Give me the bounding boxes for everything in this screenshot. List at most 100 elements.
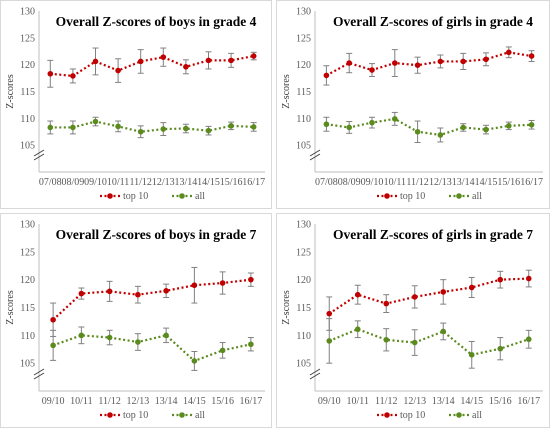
y-tick-label: 105 bbox=[296, 141, 311, 152]
y-axis-label: Z-scores bbox=[281, 290, 292, 325]
chart-girls-grade7: Overall Z-scores of girls in grade 7 105 1… bbox=[281, 220, 543, 421]
legend-marker bbox=[456, 412, 462, 418]
series-line-top-10 bbox=[50, 54, 254, 78]
data-point bbox=[92, 118, 99, 125]
data-point bbox=[468, 352, 475, 358]
x-tick-label: 09/10 bbox=[42, 396, 65, 407]
y-tick-label: 125 bbox=[20, 33, 35, 44]
legend-label: top 10 bbox=[123, 410, 148, 421]
axis-break-mark bbox=[309, 153, 321, 161]
x-tick-label: 16/17 bbox=[239, 396, 262, 407]
axis-break-mark bbox=[309, 149, 321, 157]
x-tick-label: 16/17 bbox=[517, 396, 540, 407]
data-point bbox=[70, 124, 76, 131]
y-tick-label: 130 bbox=[20, 7, 35, 18]
y-tick-label: 120 bbox=[20, 275, 35, 286]
legend-label: top 10 bbox=[123, 191, 148, 202]
y-tick-label: 125 bbox=[20, 247, 35, 258]
data-point bbox=[460, 58, 466, 65]
data-point bbox=[205, 57, 212, 64]
data-point bbox=[437, 58, 444, 65]
data-point bbox=[219, 280, 226, 286]
data-point bbox=[525, 336, 532, 343]
x-tick-label: 11/12 bbox=[98, 396, 120, 407]
data-point bbox=[440, 289, 447, 295]
data-point bbox=[323, 121, 330, 128]
data-point bbox=[483, 56, 489, 63]
data-point bbox=[160, 54, 167, 60]
data-point bbox=[137, 128, 144, 135]
x-tick-label: 15/16 bbox=[220, 177, 243, 188]
data-point bbox=[106, 334, 113, 341]
data-point bbox=[383, 336, 390, 343]
y-tick-label: 110 bbox=[296, 114, 311, 125]
chart-title: Overall Z-scores of girls in grade 7 bbox=[333, 227, 533, 242]
series-line-all bbox=[50, 120, 254, 133]
y-tick-label: 115 bbox=[20, 303, 35, 314]
x-tick-label: 11/12 bbox=[375, 396, 397, 407]
data-point bbox=[47, 124, 54, 131]
data-point bbox=[219, 347, 226, 354]
chart-panel-boys-grade7: Overall Z-scores of boys in grade 7 105 11… bbox=[0, 213, 272, 428]
y-tick-label: 120 bbox=[296, 60, 311, 71]
data-point bbox=[414, 62, 421, 69]
data-point bbox=[483, 126, 489, 133]
data-point bbox=[437, 132, 444, 138]
series-line-all bbox=[326, 117, 532, 137]
x-tick-label: 07/08 bbox=[315, 177, 338, 188]
y-axis-label: Z-scores bbox=[5, 74, 16, 109]
data-point bbox=[160, 126, 167, 132]
data-point bbox=[248, 276, 254, 283]
data-point bbox=[383, 300, 390, 307]
x-tick-label: 12/13 bbox=[126, 396, 149, 407]
data-point bbox=[346, 60, 352, 66]
legend-marker bbox=[107, 412, 113, 418]
data-point bbox=[205, 127, 212, 134]
chart-girls-grade4: Overall Z-scores of girls in grade 4 105 1… bbox=[281, 7, 543, 202]
y-tick-label: 125 bbox=[296, 33, 311, 44]
x-tick-label: 07/08 bbox=[39, 177, 62, 188]
x-tick-label: 14/15 bbox=[183, 396, 206, 407]
data-point bbox=[137, 58, 144, 65]
x-tick-label: 12/13 bbox=[152, 177, 175, 188]
data-point bbox=[525, 275, 532, 282]
series-line-top-10 bbox=[52, 278, 252, 321]
x-tick-label: 16/17 bbox=[242, 177, 265, 188]
y-tick-label: 110 bbox=[20, 331, 35, 342]
x-tick-label: 09/10 bbox=[84, 177, 107, 188]
legend-marker bbox=[179, 193, 185, 199]
series-line-all bbox=[328, 328, 530, 357]
legend-label: all bbox=[472, 191, 482, 202]
data-point bbox=[354, 326, 361, 333]
chart-boys-grade4: Overall Z-scores of boys in grade 4 105 11… bbox=[5, 7, 265, 203]
y-tick-label: 105 bbox=[296, 359, 311, 370]
series-line-top-10 bbox=[325, 51, 532, 77]
y-tick-label: 115 bbox=[296, 303, 311, 314]
x-tick-label: 09/10 bbox=[318, 396, 341, 407]
axis-break-mark bbox=[33, 149, 45, 157]
data-point bbox=[70, 73, 76, 79]
data-point bbox=[228, 57, 234, 64]
data-point bbox=[323, 72, 330, 79]
data-point bbox=[440, 328, 447, 335]
data-point bbox=[135, 339, 141, 345]
legend-marker bbox=[179, 412, 185, 418]
y-tick-label: 130 bbox=[20, 220, 35, 231]
data-point bbox=[460, 124, 466, 131]
axis-break-mark bbox=[33, 372, 45, 380]
y-tick-label: 120 bbox=[296, 275, 311, 286]
x-tick-label: 10/11 bbox=[347, 396, 369, 407]
y-tick-label: 130 bbox=[296, 7, 311, 18]
y-axis-label: Z-scores bbox=[5, 290, 16, 325]
y-tick-label: 130 bbox=[296, 220, 311, 231]
legend-marker bbox=[107, 193, 113, 199]
x-tick-label: 13/14 bbox=[155, 396, 178, 407]
legend-marker bbox=[384, 193, 390, 199]
x-tick-label: 14/15 bbox=[197, 177, 220, 188]
x-tick-label: 16/17 bbox=[520, 177, 543, 188]
data-point bbox=[411, 339, 418, 346]
axis-break-mark bbox=[33, 368, 45, 376]
y-tick-label: 105 bbox=[20, 359, 35, 370]
x-tick-label: 15/16 bbox=[489, 396, 512, 407]
x-tick-label: 13/14 bbox=[432, 396, 455, 407]
